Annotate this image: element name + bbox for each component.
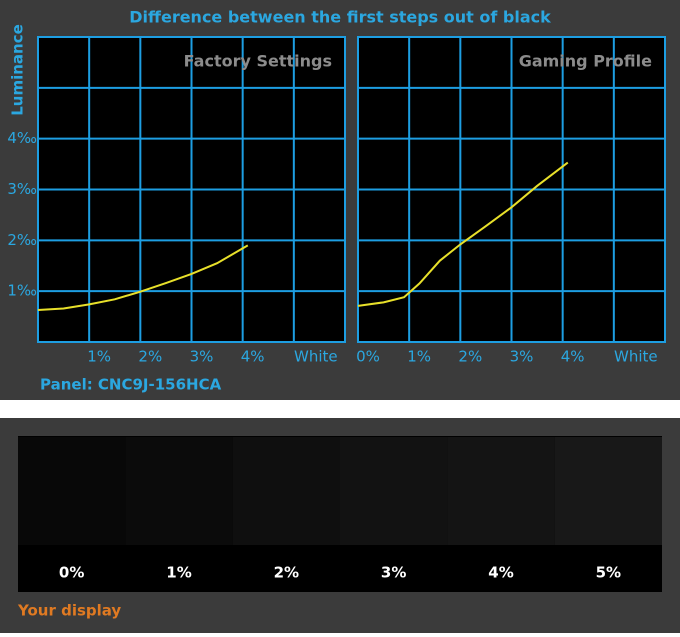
x-tick-label: 1% <box>87 348 111 366</box>
swatch-label: 2% <box>274 564 299 582</box>
swatch-label: 4% <box>488 564 513 582</box>
swatch <box>232 437 340 545</box>
swatch-label: 0% <box>59 564 84 582</box>
swatch-label: 5% <box>596 564 621 582</box>
x-tick-label: 4% <box>241 348 265 366</box>
swatch-label: 1% <box>166 564 191 582</box>
data-line <box>37 244 249 311</box>
y-tick-label: 1‰ <box>7 282 37 300</box>
x-tick-label: 2% <box>458 348 482 366</box>
panel-label: Panel: CNC9J-156HCA <box>40 376 222 394</box>
x-tick-label: 4% <box>561 348 585 366</box>
chart-title: Difference between the first steps out o… <box>129 8 551 27</box>
panel-subtitle: Factory Settings <box>184 52 332 71</box>
x-tick-label: 2% <box>138 348 162 366</box>
y-tick-label: 4‰ <box>7 129 37 147</box>
x-tick-label: White <box>294 348 338 366</box>
y-tick-label: 2‰ <box>7 231 37 249</box>
y-axis-label: Luminance <box>9 24 27 116</box>
x-tick-label: 3% <box>510 348 534 366</box>
x-tick-label: 1% <box>407 348 431 366</box>
x-tick-label: 3% <box>190 348 214 366</box>
data-line <box>357 161 569 307</box>
swatch <box>340 437 448 545</box>
swatch-label: 3% <box>381 564 406 582</box>
y-tick-label: 3‰ <box>7 180 37 198</box>
swatch <box>18 437 126 545</box>
swatch-title: Your display <box>17 602 121 620</box>
swatch <box>554 437 662 545</box>
swatch <box>125 437 233 545</box>
x-tick-label: White <box>614 348 658 366</box>
swatch <box>447 437 555 545</box>
panel-subtitle: Gaming Profile <box>519 52 652 71</box>
x-tick-label: 0% <box>356 348 380 366</box>
